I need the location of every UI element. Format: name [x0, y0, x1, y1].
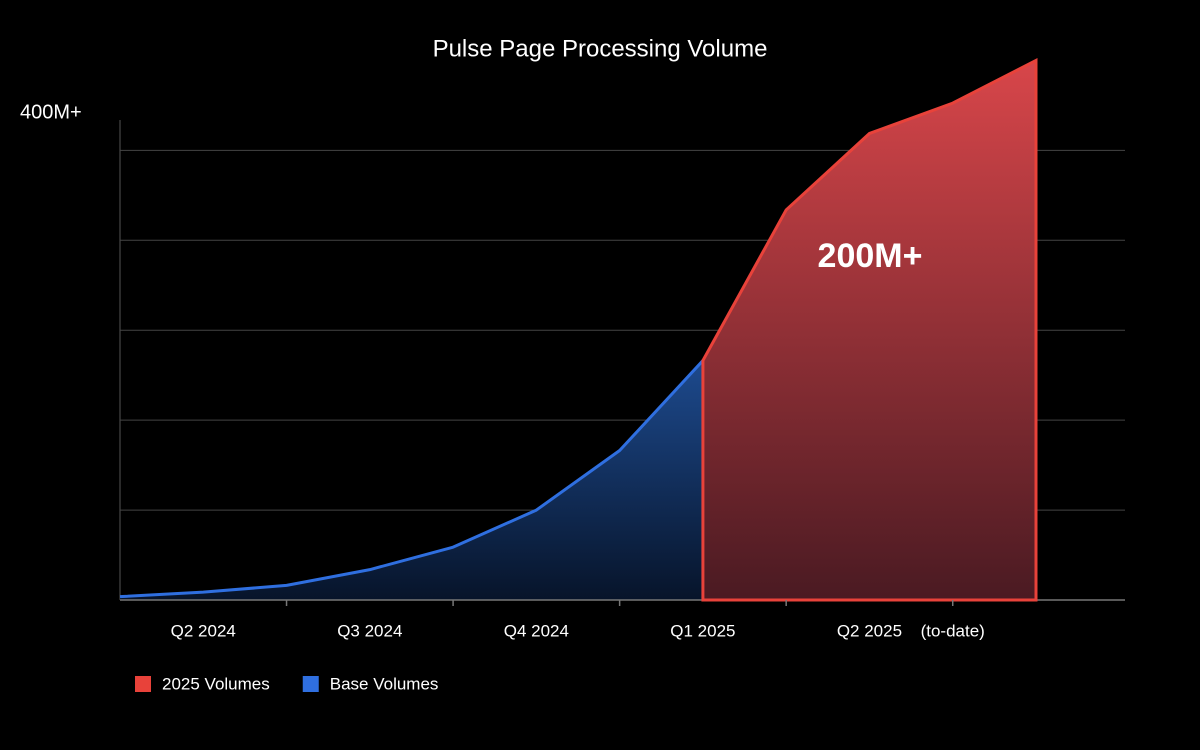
legend-label: 2025 Volumes	[162, 674, 270, 693]
annotation: 200M+	[818, 237, 923, 275]
chart-title: Pulse Page Processing Volume	[433, 35, 768, 62]
x-tick-label: (to-date)	[921, 621, 985, 640]
area	[701, 57, 1038, 602]
x-tick-label: Q2 2024	[171, 621, 236, 640]
legend-swatch	[135, 676, 151, 692]
area	[120, 360, 703, 600]
x-tick-label: Q4 2024	[504, 621, 569, 640]
legend-label: Base Volumes	[330, 674, 439, 693]
line	[119, 359, 705, 599]
y-axis-label: 400M+	[20, 101, 82, 123]
x-tick-label: Q3 2024	[337, 621, 402, 640]
x-tick-label: Q2 2025	[837, 621, 902, 640]
legend-swatch	[302, 676, 319, 692]
x-tick-label: Q1 2025	[670, 621, 735, 640]
